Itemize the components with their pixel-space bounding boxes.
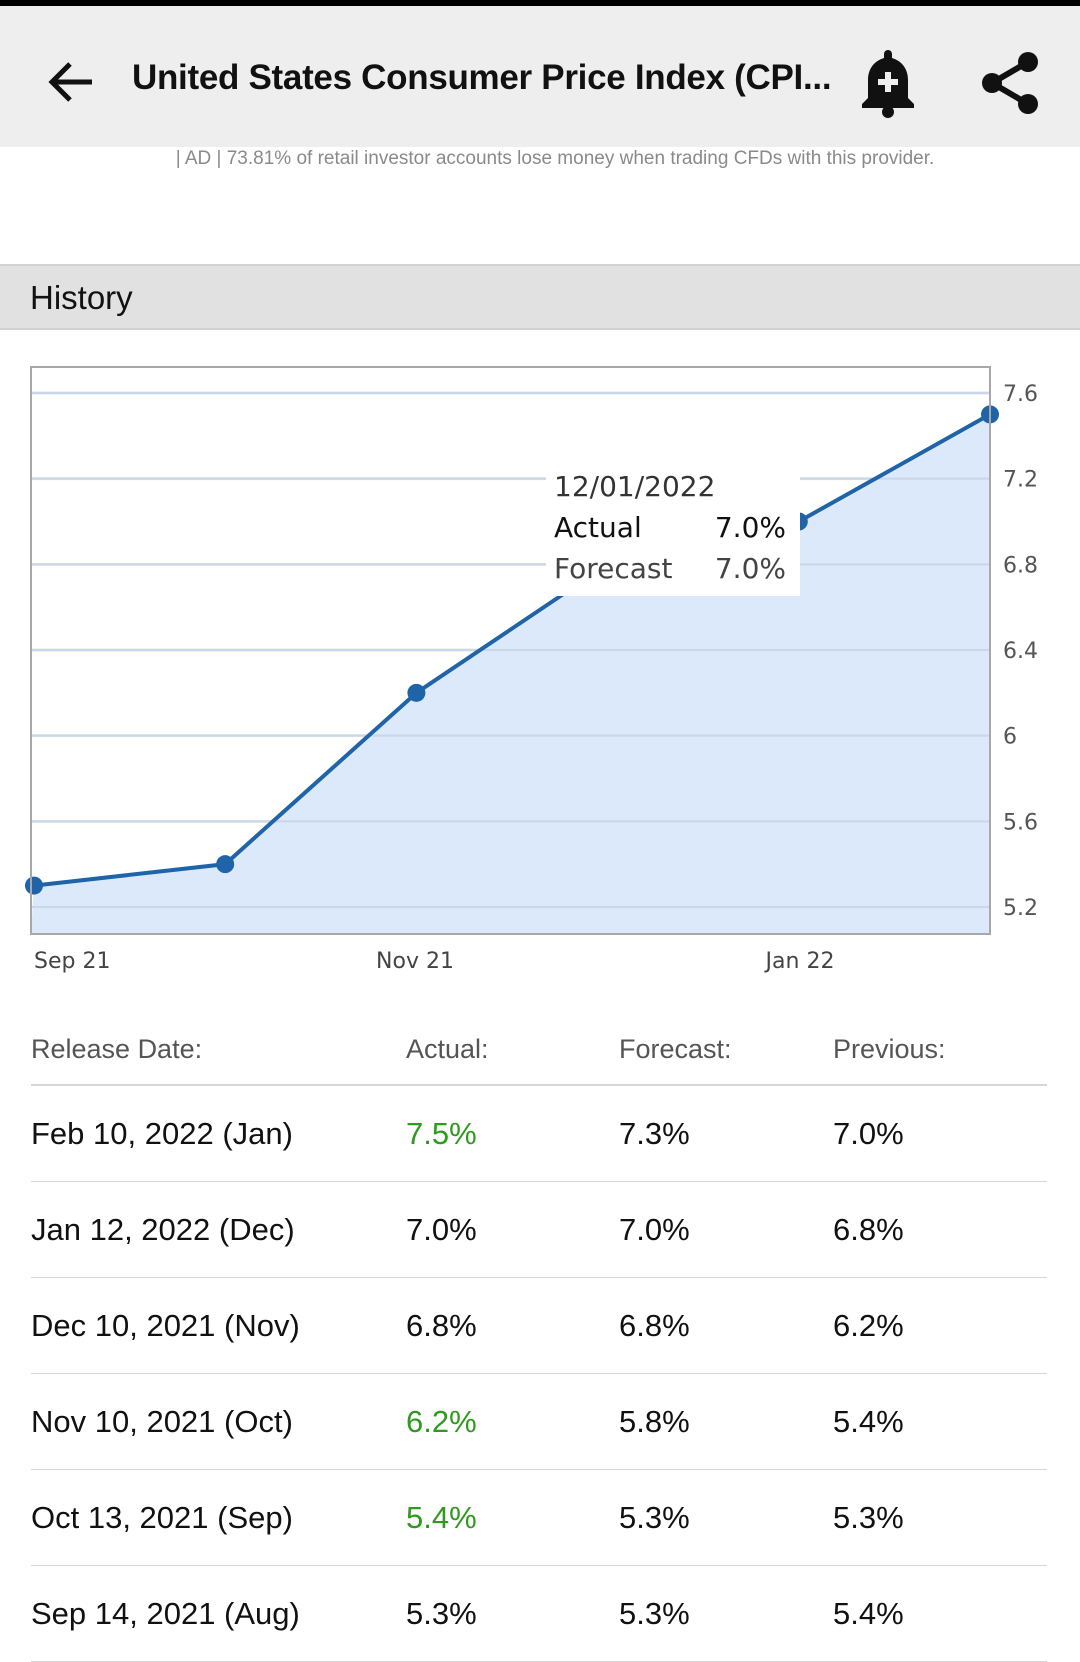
section-title: History [30, 279, 133, 316]
header-release-date: Release Date: [31, 1034, 203, 1064]
previous-value: 5.4% [833, 1404, 904, 1439]
header-actual: Actual: [406, 1034, 489, 1064]
x-tick-label: Sep 21 [34, 949, 110, 974]
table-row[interactable]: Feb 10, 2022 (Jan) 7.5% 7.3% 7.0% [31, 1086, 1047, 1182]
release-date: Feb 10, 2022 (Jan) [31, 1116, 293, 1151]
forecast-value: 5.3% [619, 1500, 690, 1535]
table-row[interactable]: Dec 10, 2021 (Nov) 6.8% 6.8% 6.2% [31, 1278, 1047, 1374]
actual-value: 5.3% [406, 1596, 477, 1631]
actual-value: 7.0% [406, 1212, 477, 1247]
actual-value: 7.5% [406, 1116, 477, 1151]
previous-value: 6.2% [833, 1308, 904, 1343]
y-tick-label: 7.6 [1003, 382, 1038, 407]
x-tick-label: Nov 21 [376, 949, 454, 974]
y-tick-label: 6.4 [1003, 639, 1038, 664]
release-date: Oct 13, 2021 (Sep) [31, 1500, 293, 1535]
data-point [25, 876, 43, 895]
section-header: History [0, 264, 1080, 330]
release-date: Sep 14, 2021 (Aug) [31, 1596, 300, 1631]
release-date: Jan 12, 2022 (Dec) [31, 1212, 295, 1247]
app-bar: United States Consumer Price Index (CPI.… [0, 6, 1080, 147]
table-row[interactable]: Nov 10, 2021 (Oct) 6.2% 5.8% 5.4% [31, 1374, 1047, 1470]
release-date: Dec 10, 2021 (Nov) [31, 1308, 300, 1343]
tooltip-actual-value: 7.0% [714, 511, 786, 544]
tooltip-actual-label: Actual [554, 511, 642, 544]
data-point [216, 855, 235, 874]
header-previous: Previous: [833, 1034, 946, 1064]
y-tick-label: 6 [1003, 725, 1017, 750]
actual-value: 6.2% [406, 1404, 477, 1439]
forecast-value: 5.8% [619, 1404, 690, 1439]
x-tick-label: Jan 22 [764, 949, 835, 974]
actual-value: 5.4% [406, 1500, 477, 1535]
table-row[interactable]: Sep 14, 2021 (Aug) 5.3% 5.3% 5.4% [31, 1566, 1047, 1662]
share-icon[interactable] [980, 50, 1040, 116]
actual-value: 6.8% [406, 1308, 477, 1343]
page-title: United States Consumer Price Index (CPI.… [132, 58, 832, 97]
table-row[interactable]: Oct 13, 2021 (Sep) 5.4% 5.3% 5.3% [31, 1470, 1047, 1566]
y-tick-label: 5.2 [1003, 896, 1038, 921]
y-tick-label: 7.2 [1003, 468, 1038, 493]
release-date: Nov 10, 2021 (Oct) [31, 1404, 293, 1439]
y-tick-label: 5.6 [1003, 810, 1038, 835]
table-header: Release Date: Actual: Forecast: Previous… [31, 1034, 1047, 1086]
header-forecast: Forecast: [619, 1034, 732, 1064]
forecast-value: 7.3% [619, 1116, 690, 1151]
history-chart[interactable]: 5.2 5.6 6 6.4 6.8 7.2 7.6 Sep 21 Nov 21 Jan 22 [0, 340, 1080, 980]
previous-value: 5.4% [833, 1596, 904, 1631]
previous-value: 6.8% [833, 1212, 904, 1247]
series-line [33, 412, 991, 888]
previous-value: 7.0% [833, 1116, 904, 1151]
plot-border [30, 366, 991, 935]
forecast-value: 7.0% [619, 1212, 690, 1247]
y-tick-label: 6.8 [1003, 553, 1038, 578]
forecast-value: 5.3% [619, 1596, 690, 1631]
bell-plus-icon[interactable] [858, 46, 918, 118]
status-bar [0, 0, 1080, 6]
tooltip-forecast-label: Forecast [554, 552, 673, 585]
previous-value: 5.3% [833, 1500, 904, 1535]
chart-tooltip: 12/01/2022 Actual 7.0% Forecast 7.0% [546, 462, 800, 596]
ad-disclaimer[interactable]: | AD | 73.81% of retail investor account… [175, 148, 935, 169]
data-point [407, 683, 426, 702]
table-row[interactable]: Jan 12, 2022 (Dec) 7.0% 7.0% 6.8% [31, 1182, 1047, 1278]
forecast-value: 6.8% [619, 1308, 690, 1343]
tooltip-forecast-value: 7.0% [714, 552, 786, 585]
tooltip-date: 12/01/2022 [554, 470, 716, 503]
arrow-left-icon[interactable] [44, 54, 100, 110]
